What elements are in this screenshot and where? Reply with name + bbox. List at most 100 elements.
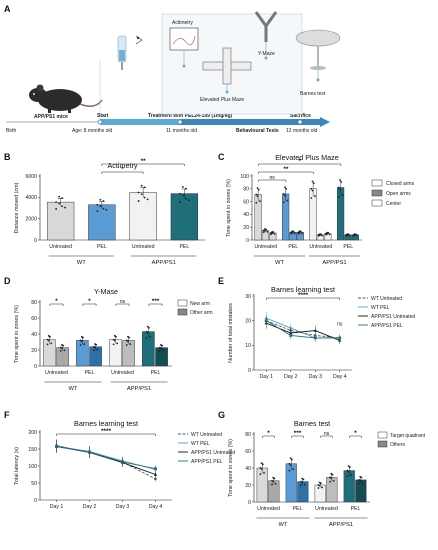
data-point: [284, 186, 286, 189]
significance-label: *: [354, 430, 357, 437]
x-tick-label: Day 3: [116, 504, 130, 510]
panel-letter-b: B: [4, 152, 11, 162]
significance-bracket: [320, 435, 333, 438]
data-point: [292, 468, 294, 471]
y-tick-label: 60: [245, 449, 251, 455]
legend-label: Other arm: [190, 310, 213, 316]
data-point: [288, 469, 291, 472]
y-tick-label: 200: [28, 430, 37, 436]
data-point: [301, 232, 303, 235]
data-point: [350, 474, 352, 476]
y-tick-label: 150: [28, 447, 37, 453]
data-point: [121, 460, 124, 464]
data-point: [313, 336, 317, 340]
data-point: [181, 194, 184, 197]
data-point: [346, 233, 349, 236]
data-point: [346, 469, 349, 472]
data-point: [80, 335, 83, 338]
data-point: [113, 334, 116, 337]
y-tick-label: 20: [245, 483, 251, 489]
data-point: [64, 206, 67, 209]
data-point: [58, 202, 61, 205]
x-tick-label: Untreated: [309, 244, 332, 250]
significance-bracket: [101, 171, 144, 174]
data-point: [337, 186, 340, 189]
data-point: [99, 198, 102, 201]
y-tick-label: 2000: [25, 216, 37, 222]
x-tick-label: Untreated: [254, 244, 277, 250]
data-point: [347, 465, 350, 467]
y-tick-label: 0: [248, 368, 251, 374]
y-tick-label: 80: [245, 432, 251, 438]
y-tick-label: 50: [31, 481, 37, 487]
legend-label: Center: [386, 201, 401, 207]
test-label-actimetry: Actimetry: [172, 20, 193, 26]
data-point: [140, 193, 143, 196]
legend-swatch: [371, 189, 383, 197]
significance-bracket: [349, 435, 362, 438]
data-point: [339, 188, 341, 191]
data-point: [282, 201, 285, 204]
data-point: [143, 196, 146, 199]
chart-actimetry: 0 2000 4000 6000 Distance moved (cm) Actimetr…: [14, 158, 205, 266]
data-point: [184, 187, 187, 190]
group-label: WT: [77, 260, 86, 266]
x-tick-label: Untreated: [111, 370, 134, 376]
y-tick-label: 100: [240, 174, 249, 180]
significance-label: *: [55, 298, 58, 305]
test-label-ymaze: Y-Maze: [258, 51, 275, 57]
data-point: [289, 464, 292, 467]
legend-label: Others: [390, 442, 406, 448]
data-point: [99, 205, 102, 207]
data-point: [289, 334, 293, 337]
x-tick-label: PEL: [293, 506, 303, 512]
y-tick-label: 60: [243, 199, 249, 205]
significance-label: ****: [298, 292, 308, 299]
data-point: [310, 197, 313, 199]
significance-label: **: [141, 158, 146, 165]
bar: [155, 347, 168, 367]
chart-barnes-latency: 0 50 100 150 200 Total latency (s) Barnes lear…: [14, 419, 235, 510]
data-point: [321, 486, 323, 489]
data-point: [262, 229, 265, 232]
y-axis-label: Distance moved (cm): [14, 182, 20, 233]
timeline: [6, 60, 330, 127]
significance-label: ns: [120, 299, 126, 305]
legend-swatch: [177, 299, 188, 307]
timeline-behavioural: Behavioural Tests: [236, 128, 279, 134]
y-tick-label: 20: [245, 318, 251, 324]
data-point: [317, 484, 320, 486]
group-label: WT: [278, 522, 287, 528]
mouse-label: APP/PS1 mice: [34, 114, 68, 120]
data-point: [158, 350, 161, 352]
data-point: [346, 475, 349, 478]
data-point: [270, 232, 272, 234]
data-point: [162, 349, 165, 352]
significance-bracket: [115, 303, 130, 306]
bar: [46, 201, 75, 241]
data-point: [145, 330, 148, 333]
data-point: [318, 233, 321, 236]
data-point: [356, 234, 358, 237]
y-tick-label: 0: [34, 238, 37, 244]
data-point: [61, 197, 64, 199]
data-point: [105, 208, 108, 211]
y-axis-label: Time spent in zones (%): [228, 439, 234, 497]
data-point: [92, 345, 95, 348]
data-point: [285, 188, 288, 190]
group-label: APP/PS1: [127, 386, 151, 392]
data-point: [300, 480, 302, 483]
chart-title: Barnes test: [294, 419, 330, 428]
data-point: [256, 187, 259, 189]
x-tick-label: Untreated: [45, 370, 68, 376]
data-point: [282, 193, 285, 195]
legend-label: WT PEL: [371, 305, 390, 311]
x-tick-label: PEL: [343, 244, 353, 250]
data-point: [47, 334, 50, 337]
significance-label: *: [267, 430, 270, 437]
data-point: [160, 344, 162, 346]
data-point: [288, 462, 291, 465]
x-tick-label: Day 4: [149, 504, 163, 510]
data-point: [270, 233, 272, 236]
